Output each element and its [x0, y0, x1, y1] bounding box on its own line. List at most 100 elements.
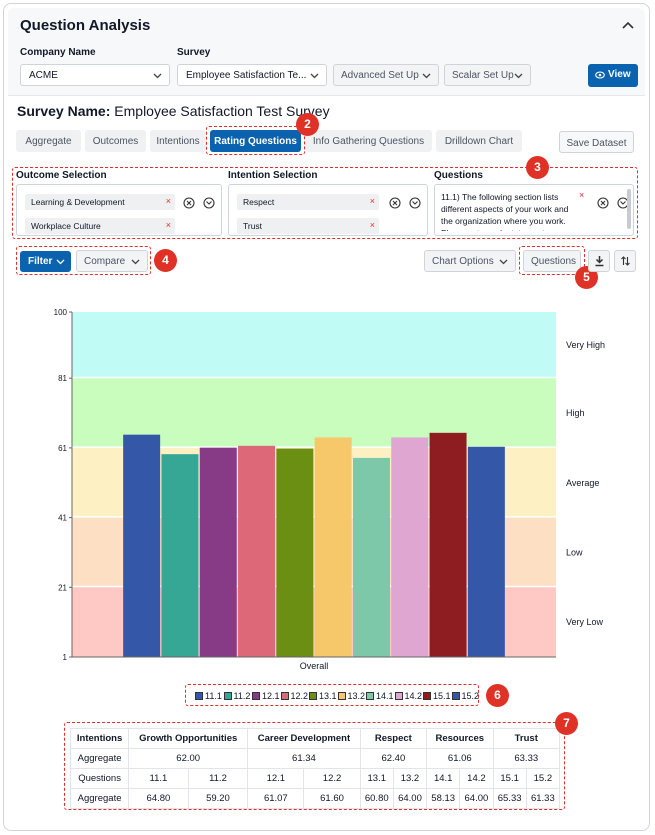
legend-label: 13.1 — [319, 691, 337, 701]
survey-name-value: Employee Satisfaction Test Survey — [114, 103, 330, 119]
highlight-tabs — [206, 126, 305, 155]
intention-chip-label: Respect — [243, 197, 275, 207]
legend-item-11.1[interactable]: 11.1 — [195, 691, 222, 701]
bar-13.1[interactable] — [276, 448, 314, 657]
sort-button[interactable] — [614, 250, 636, 272]
question-aggregate-cell: 61.33 — [525, 788, 561, 809]
legend-swatch — [423, 692, 431, 700]
tab-rating-questions[interactable]: Rating Questions — [210, 130, 301, 152]
question-aggregate-cell: 65.33 — [492, 788, 527, 809]
bar-13.2[interactable] — [314, 437, 352, 657]
legend-item-14.2[interactable]: 14.2 — [394, 691, 423, 701]
select-all-icon[interactable] — [409, 197, 421, 209]
remove-icon[interactable]: × — [369, 220, 375, 230]
remove-icon[interactable]: × — [165, 220, 171, 230]
questions-button[interactable]: Questions — [523, 250, 581, 272]
view-button[interactable]: View — [588, 64, 638, 87]
highlight-questions-button — [519, 246, 585, 275]
bar-11.2[interactable] — [161, 454, 199, 657]
tab-aggregate[interactable]: Aggregate — [16, 130, 81, 152]
bar-12.2[interactable] — [238, 445, 276, 657]
legend-label: 12.1 — [262, 691, 280, 701]
legend-label: 11.1 — [205, 691, 222, 701]
chevron-down-icon — [153, 73, 162, 79]
scrollbar[interactable] — [627, 189, 631, 229]
legend-label: 13.2 — [347, 691, 366, 701]
clear-all-icon[interactable] — [389, 197, 401, 209]
legend-label: 14.2 — [404, 691, 423, 701]
chevron-down-icon — [56, 259, 65, 265]
legend-swatch — [366, 692, 374, 700]
legend-item-11.2[interactable]: 11.2 — [223, 691, 251, 701]
select-all-icon[interactable] — [203, 197, 215, 209]
survey-select[interactable]: Employee Satisfaction Te... — [177, 64, 327, 86]
filter-button[interactable]: Filter — [20, 251, 71, 272]
band-label: Low — [566, 547, 583, 557]
eye-icon — [595, 71, 605, 79]
legend-swatch — [451, 692, 460, 700]
intention-chip: Respect × — [237, 194, 379, 210]
app-window: Question Analysis Company Name ACME Surv… — [3, 3, 650, 831]
chevron-up-icon[interactable] — [621, 20, 635, 30]
chevron-down-icon — [514, 73, 523, 79]
company-select[interactable]: ACME — [20, 64, 170, 86]
sort-icon — [621, 256, 630, 266]
legend-item-13.1[interactable]: 13.1 — [309, 691, 337, 701]
bar-12.1[interactable] — [199, 447, 237, 657]
tab-outcomes[interactable]: Outcomes — [85, 130, 146, 152]
remove-icon[interactable]: × — [165, 196, 171, 206]
scalar-setup-button[interactable]: Scalar Set Up — [444, 64, 531, 86]
outcome-chip: Workplace Culture × — [25, 218, 175, 234]
download-icon — [595, 256, 604, 267]
legend-label: 15.1 — [433, 691, 451, 701]
chart-options-button[interactable]: Chart Options — [424, 250, 516, 272]
legend-item-15.1[interactable]: 15.1 — [423, 691, 451, 701]
legend-item-12.1[interactable]: 12.1 — [252, 691, 280, 701]
remove-icon[interactable]: × — [579, 190, 585, 200]
chevron-down-icon — [310, 73, 319, 79]
clear-all-icon[interactable] — [597, 197, 609, 209]
legend-item-15.2[interactable]: 15.2 — [451, 691, 479, 701]
intention-selection-box[interactable]: Respect × Trust × — [228, 184, 428, 236]
legend-item-14.1[interactable]: 14.1 — [366, 691, 394, 701]
tab-drilldown-chart[interactable]: Drilldown Chart — [436, 130, 522, 152]
x-tick-label: Overall — [300, 661, 329, 671]
bar-14.2[interactable] — [391, 437, 429, 657]
legend-label: 11.2 — [233, 691, 251, 701]
chevron-down-icon — [499, 259, 508, 265]
bar-11.1[interactable] — [123, 434, 161, 657]
legend-swatch — [309, 692, 317, 700]
view-label: View — [608, 69, 631, 80]
tab-intentions[interactable]: Intentions — [150, 130, 206, 152]
tab-info-gathering-questions[interactable]: Info Gathering Questions — [305, 130, 432, 152]
survey-value: Employee Satisfaction Te... — [186, 70, 307, 81]
intention-chip: Trust × — [237, 218, 379, 234]
advanced-setup-label: Advanced Set Up — [341, 70, 419, 81]
save-dataset-button[interactable]: Save Dataset — [559, 131, 634, 153]
advanced-setup-button[interactable]: Advanced Set Up — [333, 64, 439, 86]
highlight-summary-table — [64, 722, 565, 810]
chevron-down-icon — [131, 259, 140, 265]
y-tick-label: 21 — [58, 583, 67, 592]
compare-label: Compare — [84, 256, 126, 267]
outcome-selection-box[interactable]: Learning & Development × Workplace Cultur… — [16, 184, 222, 236]
y-tick-label: 41 — [58, 514, 67, 523]
scalar-setup-label: Scalar Set Up — [452, 70, 514, 81]
compare-button[interactable]: Compare — [76, 250, 148, 272]
clear-all-icon[interactable] — [183, 197, 195, 209]
y-tick-label: 100 — [54, 308, 68, 317]
bar-15.1[interactable] — [429, 432, 467, 657]
legend-item-13.2[interactable]: 13.2 — [337, 691, 366, 701]
legend-item-12.2[interactable]: 12.2 — [280, 691, 308, 701]
remove-icon[interactable]: × — [369, 196, 375, 206]
download-button[interactable] — [588, 250, 610, 272]
legend-swatch — [337, 692, 346, 700]
questions-selection-box[interactable]: 11.1) The following section lists differ… — [434, 184, 634, 236]
bar-14.1[interactable] — [352, 457, 390, 657]
callout-badge-3: 3 — [526, 156, 549, 179]
callout-badge-2: 2 — [296, 113, 319, 136]
bar-15.2[interactable] — [467, 446, 505, 657]
band-label: Very Low — [566, 617, 604, 627]
legend-swatch — [223, 692, 232, 700]
outcome-chip: Learning & Development × — [25, 194, 175, 210]
